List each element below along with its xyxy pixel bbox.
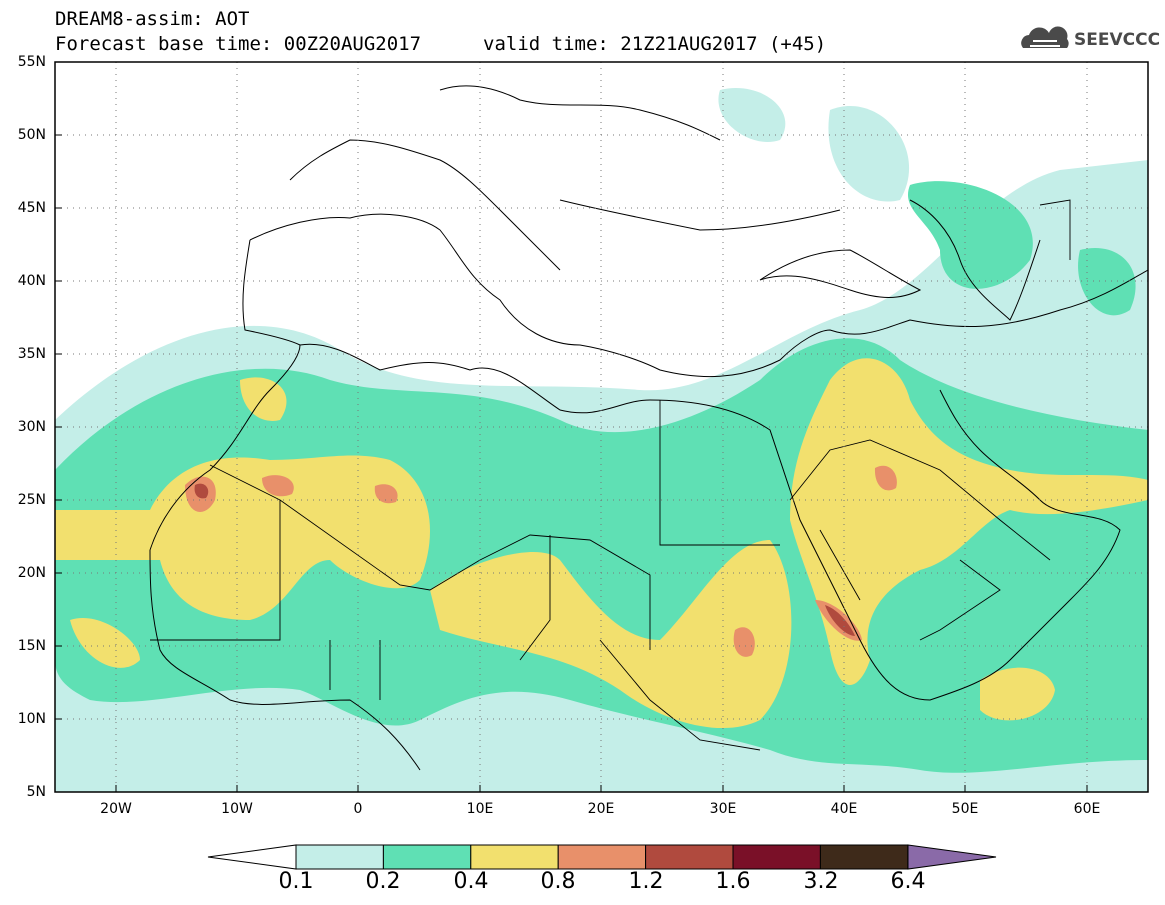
borders	[150, 199, 1071, 751]
lon-label: 20E	[587, 801, 615, 817]
lat-label: 55N	[17, 54, 46, 70]
valid-time: valid time: 21Z21AUG2017 (+45)	[483, 33, 827, 55]
lat-label: 45N	[17, 200, 46, 216]
lon-label: 10E	[466, 801, 494, 817]
colorbar-label: 0.1	[278, 869, 314, 894]
lat-label: 20N	[17, 565, 46, 581]
coastlines	[149, 85, 1148, 771]
lon-label: 0	[353, 801, 363, 817]
axis-ticks	[55, 61, 1088, 793]
lat-label: 25N	[17, 492, 46, 508]
lat-label: 35N	[17, 346, 46, 362]
colorbar-label: 0.2	[365, 869, 401, 894]
lon-label: 20W	[100, 801, 132, 817]
colorbar-label: 0.8	[540, 869, 576, 894]
lat-label: 5N	[26, 784, 46, 800]
lat-label: 30N	[17, 419, 46, 435]
colorbar-label: 3.2	[803, 869, 839, 894]
lat-label: 10N	[17, 711, 46, 727]
colorbar-label: 0.4	[453, 869, 489, 894]
lat-label: 15N	[17, 638, 46, 654]
colorbar-label: 1.6	[715, 869, 751, 894]
map-title: DREAM8-assim: AOT	[55, 8, 250, 30]
graticule	[55, 62, 1148, 792]
forecast-base-time: Forecast base time: 00Z20AUG2017	[55, 33, 422, 55]
lon-label: 10W	[221, 801, 253, 817]
lon-label: 60E	[1073, 801, 1101, 817]
lon-label: 40E	[830, 801, 858, 817]
colorbar-label: 6.4	[890, 869, 926, 894]
lon-label: 30E	[709, 801, 737, 817]
logo-text: SEEVCCC	[1074, 30, 1161, 50]
lat-label: 50N	[17, 127, 46, 143]
colorbar-label: 1.2	[628, 869, 664, 894]
lon-label: 50E	[951, 801, 979, 817]
cloud-icon	[1021, 26, 1069, 48]
lat-label: 40N	[17, 273, 46, 289]
